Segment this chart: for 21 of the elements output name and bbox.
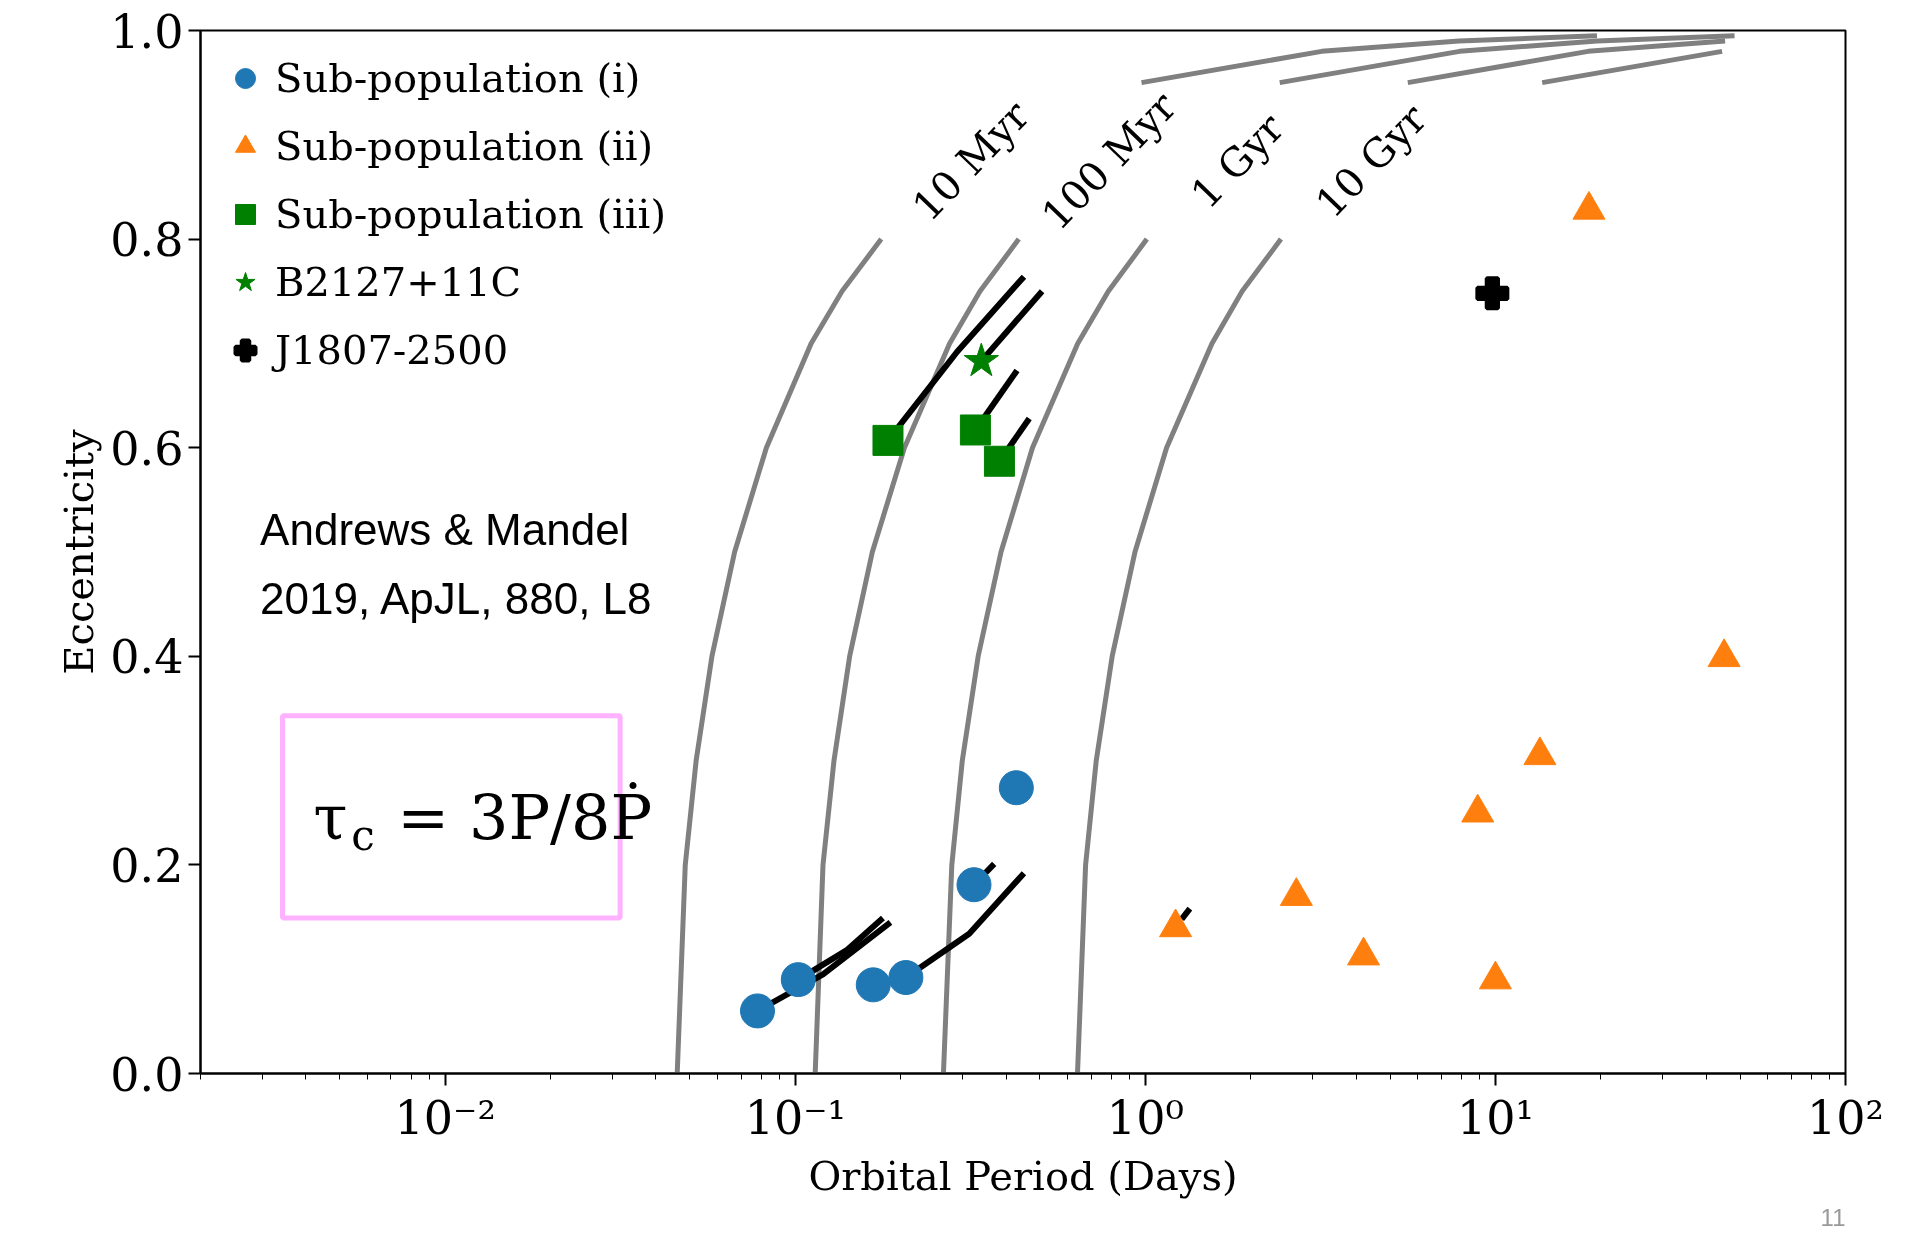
x-tick-label: 10¹ xyxy=(1456,1090,1534,1145)
text: 11 xyxy=(1820,1203,1846,1231)
annotation: Andrews & Mandel 2019, ApJL, 880, L8 xyxy=(260,505,652,623)
x-tick-label: 10⁻¹ xyxy=(744,1090,846,1145)
y-tick-label: 0.4 xyxy=(110,630,184,685)
annotation: 10 Gyr xyxy=(1306,94,1436,227)
y-tick-label: 1.0 xyxy=(110,4,184,59)
x-tick-label: 10⁻² xyxy=(394,1090,496,1145)
y-tick-label: 0.8 xyxy=(110,213,184,268)
y-axis-title: Eccentricity xyxy=(56,428,103,675)
x-axis-title: Orbital Period (Days) xyxy=(808,1152,1238,1199)
annotation: 1 Gyr xyxy=(1181,104,1294,218)
x-tick-label: 10⁰ xyxy=(1106,1090,1184,1145)
y-tick-label: 0.6 xyxy=(110,421,184,476)
x-tick-label: 10² xyxy=(1807,1090,1884,1145)
legend-label: Sub-population (i) xyxy=(275,54,641,103)
legend-label: Sub-population (ii) xyxy=(275,122,654,171)
legend-label: Sub-population (iii) xyxy=(275,190,666,239)
y-tick-label: 0.2 xyxy=(110,838,184,893)
legend-label: B2127+11C xyxy=(275,258,522,307)
y-tick-label: 0.0 xyxy=(110,1047,184,1102)
